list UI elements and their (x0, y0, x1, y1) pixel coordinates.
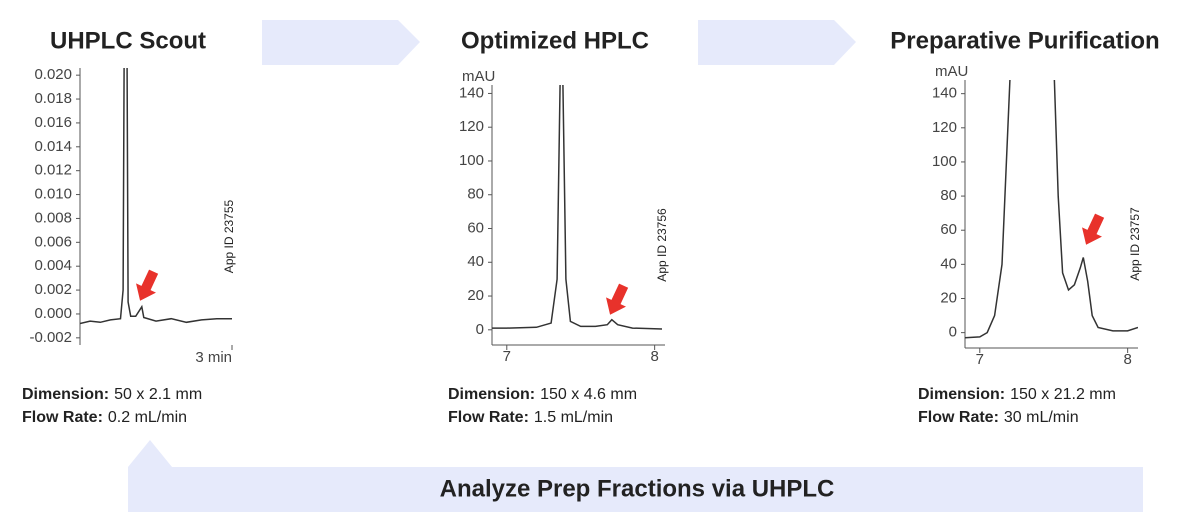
y-tick-label: 0.016 (34, 114, 72, 131)
y-tick-label: 120 (459, 118, 484, 135)
app-id: App ID 23756 (655, 208, 669, 282)
y-tick-label: 100 (459, 152, 484, 169)
app-id: App ID 23755 (222, 199, 236, 273)
y-tick-label: 0 (949, 324, 957, 341)
spec-value: 150 x 4.6 mm (540, 386, 637, 403)
y-tick-label: 40 (940, 255, 957, 272)
arrow-markers (136, 213, 1105, 315)
chart-title: Optimized HPLC (461, 27, 649, 54)
y-tick-label: 80 (467, 186, 484, 203)
flow-arrow (698, 20, 856, 65)
y-tick-label: 40 (467, 253, 484, 270)
spec-line: Dimension: 150 x 21.2 mm (918, 386, 1116, 403)
x-tick-label: 7 (503, 348, 511, 365)
spec-value: 1.5 mL/min (534, 409, 613, 426)
x-tick-label: 7 (976, 351, 984, 368)
y-tick-label: 0.020 (34, 66, 72, 83)
chart-title: UHPLC Scout (50, 27, 206, 54)
spec-value: 30 mL/min (1004, 409, 1079, 426)
trace (492, 85, 663, 330)
app-id: App ID 23757 (1128, 207, 1142, 281)
x-tick-label: 8 (650, 348, 658, 365)
y-tick-label: 60 (940, 221, 957, 238)
y-tick-label: 0.006 (34, 233, 72, 250)
red-arrow (606, 283, 629, 315)
y-axis-label: mAU (935, 63, 968, 80)
y-tick-label: -0.002 (29, 329, 72, 346)
spec-value: 50 x 2.1 mm (114, 386, 202, 403)
y-tick-label: 100 (932, 153, 957, 170)
spec-label: Dimension: (22, 386, 109, 403)
y-tick-label: 20 (467, 287, 484, 304)
spec-line: Dimension: 150 x 4.6 mm (448, 386, 637, 403)
spec-line: Flow Rate: 1.5 mL/min (448, 409, 613, 426)
y-tick-label: 60 (467, 219, 484, 236)
y-tick-label: 0.002 (34, 281, 72, 298)
footer-text: Analyze Prep Fractions via UHPLC (440, 475, 835, 502)
y-tick-label: 0.018 (34, 90, 72, 107)
spec-label: Flow Rate: (22, 409, 103, 426)
y-tick-label: 120 (932, 119, 957, 136)
spec-line: Flow Rate: 30 mL/min (918, 409, 1079, 426)
spec-line: Dimension: 50 x 2.1 mm (22, 386, 202, 403)
chart-title: Preparative Purification (890, 27, 1159, 54)
y-tick-label: 140 (459, 84, 484, 101)
spec-value: 150 x 21.2 mm (1010, 386, 1116, 403)
y-tick-label: 0.000 (34, 305, 72, 322)
spec-label: Dimension: (918, 386, 1005, 403)
y-tick-label: 0 (476, 321, 484, 338)
y-tick-label: 0.004 (34, 257, 72, 274)
red-arrow (1082, 213, 1105, 245)
spec-line: Flow Rate: 0.2 mL/min (22, 409, 187, 426)
y-tick-label: 0.012 (34, 162, 72, 179)
trace (965, 80, 1138, 339)
y-tick-label: 20 (940, 289, 957, 306)
y-tick-label: 0.008 (34, 209, 72, 226)
x-axis-label: 3 min (195, 349, 232, 366)
spec-label: Dimension: (448, 386, 535, 403)
return-banner (128, 440, 1143, 512)
trace (80, 68, 232, 325)
spec-label: Flow Rate: (448, 409, 529, 426)
y-tick-label: 140 (932, 85, 957, 102)
y-tick-label: 0.014 (34, 138, 72, 155)
y-axis-label: mAU (462, 68, 495, 85)
y-tick-label: 0.010 (34, 186, 72, 203)
spec-value: 0.2 mL/min (108, 409, 187, 426)
x-tick-label: 8 (1123, 351, 1131, 368)
spec-label: Flow Rate: (918, 409, 999, 426)
flow-arrow (262, 20, 420, 65)
y-tick-label: 80 (940, 187, 957, 204)
red-arrow (136, 269, 159, 301)
